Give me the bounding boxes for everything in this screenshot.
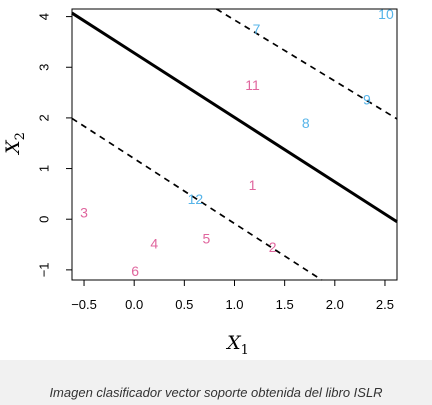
data-point-4: 4: [150, 236, 158, 252]
data-point-7: 7: [253, 21, 261, 37]
x-tick-label: −0.5: [71, 297, 97, 312]
x-tick-label: 0.5: [175, 297, 193, 312]
x-axis-label: X1: [225, 332, 249, 358]
y-tick-label: 2: [37, 114, 52, 121]
data-point-2: 2: [269, 239, 277, 255]
caption-band: [0, 360, 432, 405]
data-point-11: 11: [245, 77, 260, 93]
data-point-6: 6: [131, 263, 139, 279]
y-tick-label: 1: [37, 165, 52, 172]
y-axis-label: X2: [2, 132, 28, 156]
x-tick-label: 1.5: [276, 297, 294, 312]
x-tick-label: 2.5: [376, 297, 394, 312]
data-point-5: 5: [203, 230, 211, 246]
y-tick-label: 3: [37, 64, 52, 71]
x-tick-label: 2.0: [326, 297, 344, 312]
svm-figure: 1 2 3 4 5 6 11 7 8 9 10 12 −0.5 0.0 0.5 1.0 1.5 2.0 2.5 −1…: [2, 6, 398, 358]
y-tick-label: 4: [37, 13, 52, 20]
y-tick-label: −1: [37, 262, 52, 277]
plot-frame: [71, 8, 398, 281]
x-tick-label: 0.0: [125, 297, 143, 312]
margin-line: [216, 8, 398, 120]
y-tick-label: 0: [37, 216, 52, 223]
separating-hyperplane: [71, 11, 398, 224]
data-point-9: 9: [363, 92, 371, 108]
data-point-3: 3: [80, 205, 88, 221]
data-point-8: 8: [302, 115, 310, 131]
data-point-1: 1: [249, 177, 257, 193]
x-tick-label: 1.0: [225, 297, 243, 312]
data-point-12: 12: [188, 191, 204, 207]
data-point-10: 10: [378, 6, 394, 22]
margin-line: [71, 117, 323, 281]
figure-caption: Imagen clasificador vector soporte obten…: [49, 385, 383, 400]
